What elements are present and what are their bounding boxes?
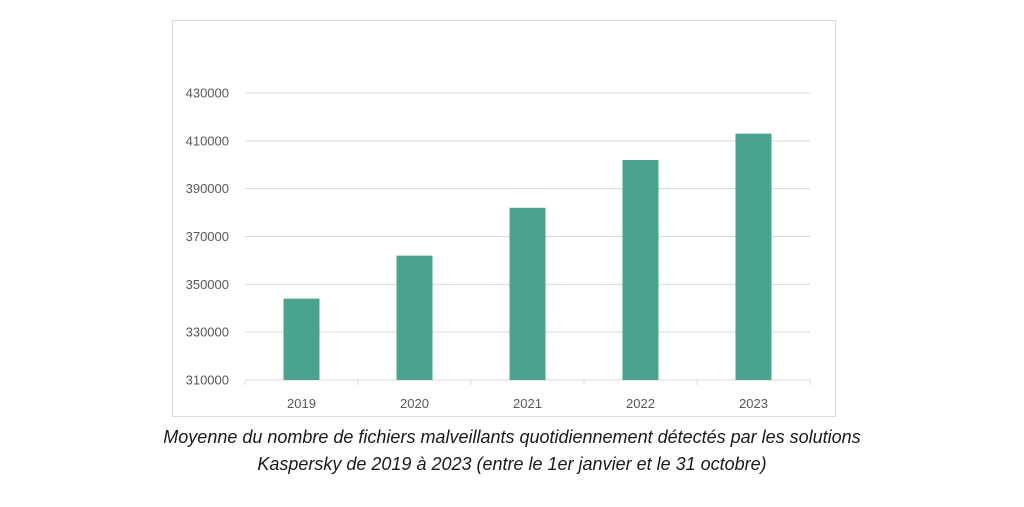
x-tick-label: 2019	[287, 396, 316, 411]
caption-line-1: Moyenne du nombre de fichiers malveillan…	[163, 427, 861, 447]
x-tick-label: 2021	[513, 396, 542, 411]
gridlines	[244, 92, 811, 385]
bar-chart: 310000 330000 350000 370000 390000 410000 4300…	[186, 86, 811, 411]
y-tick-label: 410000	[186, 133, 229, 148]
chart-frame	[172, 20, 836, 417]
y-tick-label: 330000	[186, 325, 229, 340]
x-tick-label: 2022	[626, 396, 655, 411]
bar-2022	[622, 159, 659, 380]
bars	[283, 133, 772, 380]
figure-caption: Moyenne du nombre de fichiers malveillan…	[0, 424, 1024, 478]
y-tick-label: 390000	[186, 181, 229, 196]
y-tick-label: 370000	[186, 229, 229, 244]
y-tick-label: 310000	[186, 373, 229, 388]
bar-2023	[735, 133, 772, 380]
x-tick-label: 2020	[400, 396, 429, 411]
bar-2021	[509, 207, 546, 380]
y-axis-tick-labels: 310000 330000 350000 370000 390000 410000 4300…	[186, 86, 229, 388]
y-tick-label: 430000	[186, 86, 229, 101]
bar-2020	[396, 255, 433, 380]
x-axis-tick-labels: 2019 2020 2021 2022 2023	[287, 396, 768, 411]
caption-line-2: Kaspersky de 2019 à 2023 (entre le 1er j…	[257, 454, 767, 474]
y-tick-label: 350000	[186, 277, 229, 292]
x-tick-label: 2023	[739, 396, 768, 411]
bar-2019	[283, 298, 320, 380]
